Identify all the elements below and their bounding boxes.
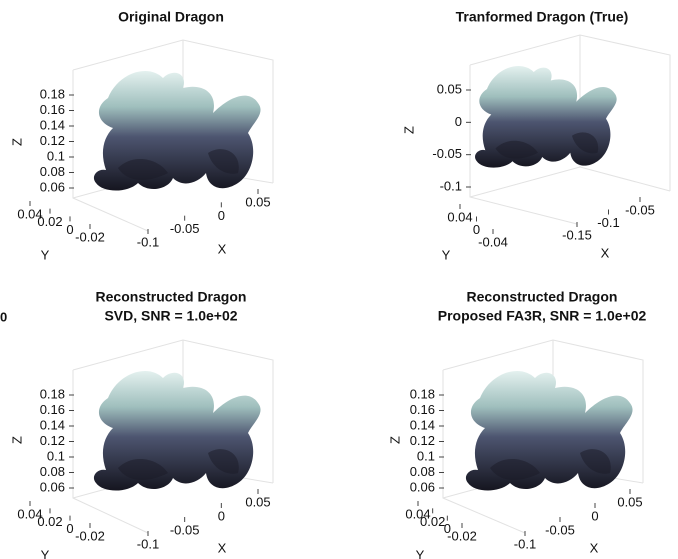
x-tick-label: 0 [218, 208, 225, 223]
z-tick-label: 0.1 [47, 448, 65, 463]
box-grid [72, 39, 274, 232]
y-tick-label: 0 [66, 222, 73, 237]
box-grid [72, 339, 274, 534]
x-axis-label: X [590, 540, 599, 555]
y-tick-label: 0.04 [447, 209, 472, 224]
z-tick-label: 0.16 [410, 402, 435, 417]
z-tick-label: 0.1 [417, 448, 435, 463]
dragon-point-cloud [465, 370, 633, 491]
z-axis-label: Z [9, 436, 24, 444]
y-tick-label: 0 [444, 521, 451, 536]
z-tick-label: 0.12 [40, 133, 65, 148]
z-tick-label: 0.18 [410, 386, 435, 401]
x-tick-label: 0.05 [245, 494, 270, 509]
panel-title: SVD, SNR = 1.0e+02 [104, 308, 237, 324]
panel-title: Original Dragon [118, 9, 224, 25]
z-tick-label: 0.1 [47, 148, 65, 163]
z-tick-label: 0.06 [40, 179, 65, 194]
x-axis-label: X [601, 245, 610, 260]
y-tick-label: -0.02 [447, 528, 477, 543]
y-axis-label: Y [442, 247, 451, 262]
z-tick-label: 0.16 [40, 102, 65, 117]
x-tick-label: -0.05 [625, 202, 655, 217]
z-axis-label: Z [401, 126, 416, 134]
x-tick-label: -0.1 [597, 215, 619, 230]
y-axis-label: Y [41, 247, 50, 262]
z-tick-label: -0.05 [432, 146, 462, 161]
z-tick-label: 0.08 [40, 164, 65, 179]
z-tick-label: 0.12 [40, 433, 65, 448]
x-axis-label: X [218, 241, 227, 256]
x-tick-label: -0.05 [170, 221, 200, 236]
y-tick-label: -0.02 [75, 229, 105, 244]
y-tick-label: -0.02 [75, 528, 105, 543]
z-tick-label: 0.05 [437, 81, 462, 96]
y-tick-label: 0 [473, 222, 480, 237]
z-axis-label: Z [9, 138, 24, 146]
z-tick-label: 0 [455, 114, 462, 129]
x-tick-label: -0.1 [137, 536, 159, 551]
z-tick-label: 0.14 [40, 417, 65, 432]
z-tick-label: -0.1 [440, 178, 462, 193]
x-tick-label: 0.05 [245, 194, 270, 209]
x-tick-label: -0.1 [514, 536, 536, 551]
x-tick-label: 0 [591, 508, 598, 523]
x-tick-label: -0.15 [562, 227, 592, 242]
x-tick-label: -0.1 [137, 234, 159, 249]
z-tick-label: 0.06 [40, 479, 65, 494]
dragon-point-cloud [93, 370, 261, 491]
z-tick-label: 0.06 [410, 479, 435, 494]
z-tick-label: 0.08 [410, 464, 435, 479]
x-tick-label: -0.05 [170, 522, 200, 537]
dragon-point-cloud [475, 66, 617, 168]
z-tick-label: 0.16 [40, 402, 65, 417]
z-tick-label: 0.12 [410, 433, 435, 448]
panel-title: Proposed FA3R, SNR = 1.0e+02 [438, 308, 647, 324]
y-axis-label: Y [41, 547, 50, 559]
box-grid [442, 339, 644, 534]
y-axis-label: Y [416, 547, 425, 559]
z-tick-label: 0.18 [40, 386, 65, 401]
dragon-point-cloud [93, 70, 261, 191]
y-tick-label: 0.02 [420, 514, 445, 529]
panel-title: Tranformed Dragon (True) [456, 9, 629, 25]
y-tick-label: 0.02 [37, 214, 62, 229]
x-tick-label: 0.05 [617, 494, 642, 509]
box-grid [469, 34, 671, 225]
z-tick-label: 0.08 [40, 464, 65, 479]
z-tick-label: 0.14 [410, 417, 435, 432]
x-axis-label: X [218, 540, 227, 555]
x-tick-label: -0.05 [545, 522, 575, 537]
y-tick-label: -0.04 [478, 234, 508, 249]
y-tick-label: 0.04 [17, 506, 42, 521]
panel-title: Reconstructed Dragon [96, 289, 247, 305]
edge-label: 0 [0, 309, 7, 324]
y-tick-label: 0.02 [37, 514, 62, 529]
z-axis-label: Z [387, 436, 402, 444]
x-tick-label: 0 [218, 508, 225, 523]
z-tick-label: 0.18 [40, 86, 65, 101]
z-tick-label: 0.14 [40, 117, 65, 132]
y-tick-label: 0.04 [405, 506, 430, 521]
y-tick-label: 0 [66, 521, 73, 536]
panel-title: Reconstructed Dragon [467, 289, 618, 305]
y-tick-label: 0.04 [17, 206, 42, 221]
